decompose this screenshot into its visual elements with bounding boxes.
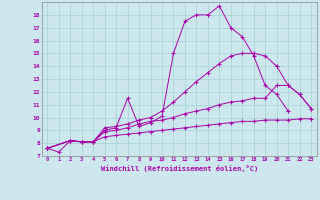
X-axis label: Windchill (Refroidissement éolien,°C): Windchill (Refroidissement éolien,°C) xyxy=(100,165,258,172)
